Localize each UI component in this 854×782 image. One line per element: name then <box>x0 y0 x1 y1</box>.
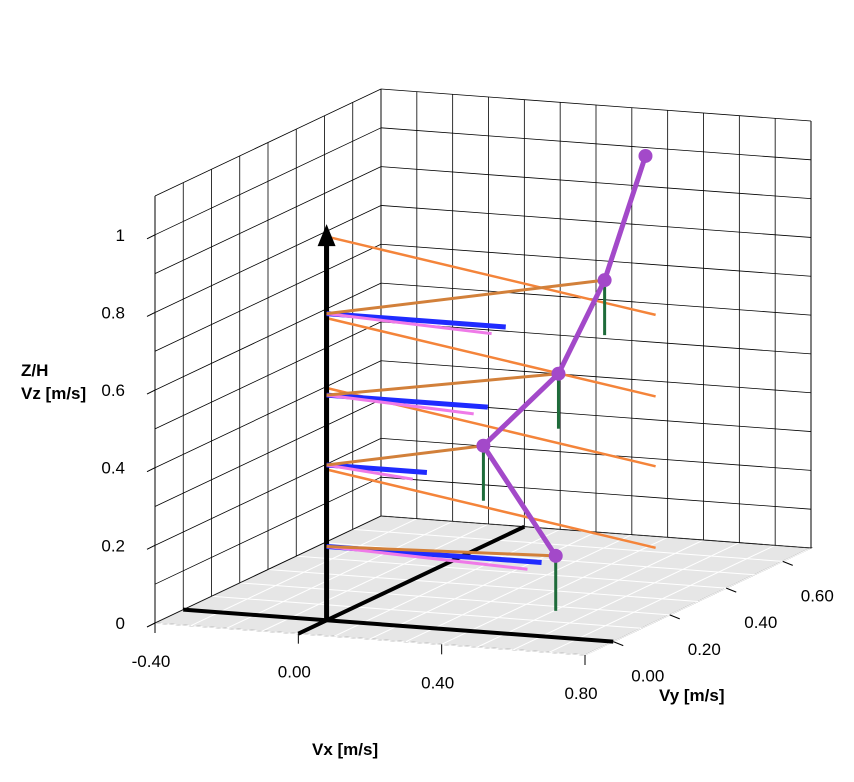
profile-line <box>480 155 648 558</box>
z-tick-label: 0.6 <box>101 381 125 400</box>
y-tick-label: 0.60 <box>801 586 834 605</box>
x-origin-axis <box>297 524 526 636</box>
x-tick-label: 0.80 <box>564 684 597 703</box>
y-tick-mark <box>669 614 680 620</box>
z-tick-mark <box>146 622 156 628</box>
x-tick-label: -0.40 <box>132 652 171 671</box>
z-tick-label: 1 <box>116 226 125 245</box>
floor-grid-line <box>239 582 670 616</box>
vy-component-2 <box>326 393 474 416</box>
labels-layer: 0 0.2 0.4 0.6 0.8 1 -0.40 0.00 0.40 0.80 0.00 0.20 0… <box>101 226 833 703</box>
vy-component-3 <box>326 312 492 336</box>
profile-point-0 <box>548 548 563 563</box>
resultant-1 <box>326 444 484 467</box>
z-tick-mark <box>146 389 156 395</box>
z-tick-label: 0.8 <box>101 303 125 322</box>
resultant-0 <box>326 545 556 558</box>
z-tick-label: 0.2 <box>101 536 125 555</box>
y-origin-axis <box>183 607 614 644</box>
profile-point-3 <box>597 273 612 288</box>
y-tick-mark <box>613 641 624 647</box>
z-tick-mark <box>146 467 156 473</box>
x-axis-title: Vx [m/s] <box>312 740 378 759</box>
vy-component-1 <box>326 463 414 481</box>
floor-layer <box>153 515 813 656</box>
z-axis-title-line2: Vz [m/s] <box>21 384 86 403</box>
level-line-2 <box>324 316 656 398</box>
z-axis-title-line1: Z/H <box>21 361 48 380</box>
z-tick-mark <box>146 234 156 240</box>
x-tick-label: 0.40 <box>421 673 454 692</box>
y-tick-label: 0.20 <box>688 640 721 659</box>
resultant-2 <box>326 372 559 397</box>
x-tick-label: 0.00 <box>278 663 311 682</box>
z-tick-mark <box>146 312 156 317</box>
profile-point-2 <box>551 366 566 381</box>
floor-grid-line <box>267 569 699 602</box>
series-layer <box>326 148 653 611</box>
y-axis-title: Vy [m/s] <box>659 686 725 705</box>
profile-point-4 <box>638 148 653 163</box>
axes-layer <box>183 224 614 644</box>
z-tick-mark <box>146 544 156 550</box>
y-tick-mark <box>726 587 737 593</box>
level-line-3 <box>324 234 656 317</box>
grid-layer <box>154 88 812 624</box>
floor-grid-line <box>154 622 586 656</box>
z-tick-label: 0 <box>116 614 125 633</box>
resultant-3 <box>326 278 605 316</box>
floor-grid-line <box>211 595 642 629</box>
y-tick-mark <box>782 560 793 566</box>
z-tick-label: 0.4 <box>101 459 125 478</box>
y-tick-label: 0.00 <box>631 667 664 686</box>
level-line-0 <box>324 467 656 550</box>
floor-grid-line <box>296 555 727 589</box>
z-axis-arrowhead <box>317 224 336 247</box>
profile-point-1 <box>476 438 491 453</box>
y-tick-label: 0.40 <box>744 613 777 632</box>
vy-component-0 <box>326 545 528 571</box>
floor-grid-line <box>352 528 783 562</box>
